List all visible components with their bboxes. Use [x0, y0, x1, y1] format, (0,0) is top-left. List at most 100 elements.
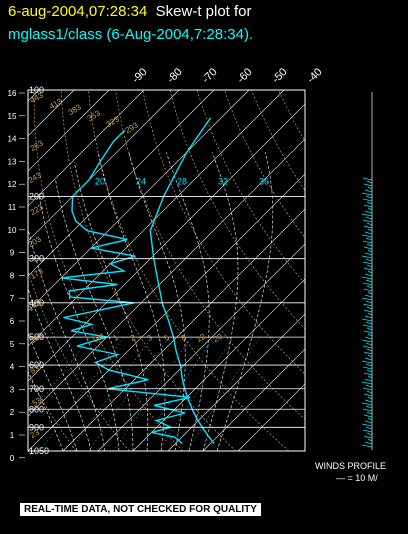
plot-label: Skew-t plot for [155, 3, 252, 20]
station-line: mglass1/class (6-Aug-2004,7:28:34). [8, 26, 254, 43]
dewpoint-line [61, 129, 191, 445]
wind-barb [362, 240, 373, 244]
dry-adiabat-line [33, 90, 183, 451]
wind-barb [365, 384, 373, 388]
dry-adiabat-label: 383 [67, 102, 84, 117]
wind-barb [362, 282, 373, 286]
moist-adiabat-label: 32 [218, 176, 228, 186]
wind-barb [367, 417, 373, 421]
wind-barb [361, 423, 373, 427]
height-tick-label: 14 [8, 135, 17, 144]
wind-barb [365, 342, 373, 346]
wind-barb [363, 225, 373, 229]
wind-barb [367, 291, 373, 295]
dry-adiabat-line [251, 90, 305, 192]
wind-barb [363, 246, 373, 250]
pressure-label: 500 [29, 332, 44, 342]
wind-barb [364, 336, 373, 340]
height-tick-label: 7 [10, 294, 15, 303]
isotherm-line [28, 138, 305, 417]
wind-barb [361, 234, 373, 238]
mixing-ratio-label: 20 [212, 332, 225, 345]
isotherm-line [28, 103, 305, 382]
wind-barb [361, 381, 373, 385]
wind-barb [367, 228, 373, 232]
wind-barb [361, 297, 373, 301]
moist-adiabat-line [166, 152, 210, 451]
height-tick-label: 6 [10, 317, 15, 326]
pressure-label: 200 [29, 191, 44, 201]
mixing-ratio-line [137, 336, 214, 451]
wind-barb [363, 435, 373, 439]
wind-barb [364, 273, 373, 277]
pressure-label: 1050 [29, 446, 49, 456]
mixing-ratio-label: 8 [180, 333, 189, 343]
mixing-ratio-label: 0.4 [92, 331, 107, 345]
dry-adiabat-line [115, 90, 305, 420]
dry-adiabat-label: 413 [48, 96, 65, 111]
plot-area [28, 90, 408, 451]
height-tick-label: 8 [10, 271, 15, 280]
winds-profile-title: WINDS PROFILE [315, 461, 386, 471]
wind-barb [364, 420, 373, 424]
isotherm-line [28, 90, 110, 172]
height-tick-label: 0 [10, 454, 15, 463]
isotherm-line [28, 90, 180, 242]
wind-barb [366, 348, 373, 352]
wind-barb [361, 444, 373, 448]
wind-barb [364, 294, 373, 298]
wind-barb [364, 357, 373, 361]
wind-barb [364, 378, 373, 382]
wind-barb [365, 237, 373, 241]
pressure-label: 700 [29, 384, 44, 394]
wind-barb [367, 186, 373, 190]
isotherm-label: -60 [235, 66, 255, 86]
wind-barb [365, 279, 373, 283]
mixing-ratio-line [88, 336, 170, 451]
dry-adiabat-label: 223 [29, 202, 46, 217]
wind-barb [364, 231, 373, 235]
wind-barb [363, 309, 373, 313]
wind-barb [367, 312, 373, 316]
wind-barb [362, 198, 373, 202]
height-tick-label: 1 [10, 431, 15, 440]
wind-barb [367, 249, 373, 253]
isotherm-line [167, 313, 305, 451]
moist-adiabat-label: 36 [259, 176, 269, 186]
wind-barb [366, 390, 373, 394]
moist-adiabat-label: 28 [177, 176, 187, 186]
height-tick-label: 5 [10, 340, 15, 349]
mixing-ratio-label: 1 [112, 333, 121, 343]
dry-adiabat-label: 173 [29, 266, 46, 281]
height-tick-label: 9 [10, 249, 15, 258]
mixing-ratio-line [28, 336, 91, 420]
mixing-ratio-line [187, 336, 260, 451]
wind-barb [362, 303, 373, 307]
dry-adiabat-line [142, 90, 305, 375]
wind-barb [367, 438, 373, 442]
wind-barb [365, 405, 373, 409]
moist-adiabat-label: 24 [136, 176, 146, 186]
pressure-label: 100 [29, 85, 44, 95]
wind-barb [363, 204, 373, 208]
wind-barb [361, 318, 373, 322]
wind-barb [367, 375, 373, 379]
dry-adiabat-line [306, 90, 408, 451]
height-tick-label: 4 [10, 363, 15, 372]
axes-layer [19, 89, 306, 459]
height-tick-label: 2 [10, 408, 15, 417]
quality-warning: REAL-TIME DATA, NOT CHECKED FOR QUALITY [20, 503, 261, 516]
wind-barb [366, 432, 373, 436]
wind-barb [362, 177, 373, 181]
dry-adiabat-label: 323 [105, 114, 122, 129]
wind-barb [367, 207, 373, 211]
moist-adiabat-line [216, 152, 274, 451]
isotherm-line [132, 278, 305, 451]
wind-barb [361, 360, 373, 364]
wind-barb [364, 210, 373, 214]
wind-barb [365, 300, 373, 304]
isotherm-line [28, 90, 145, 207]
dry-adiabat-label: 243 [27, 170, 44, 185]
